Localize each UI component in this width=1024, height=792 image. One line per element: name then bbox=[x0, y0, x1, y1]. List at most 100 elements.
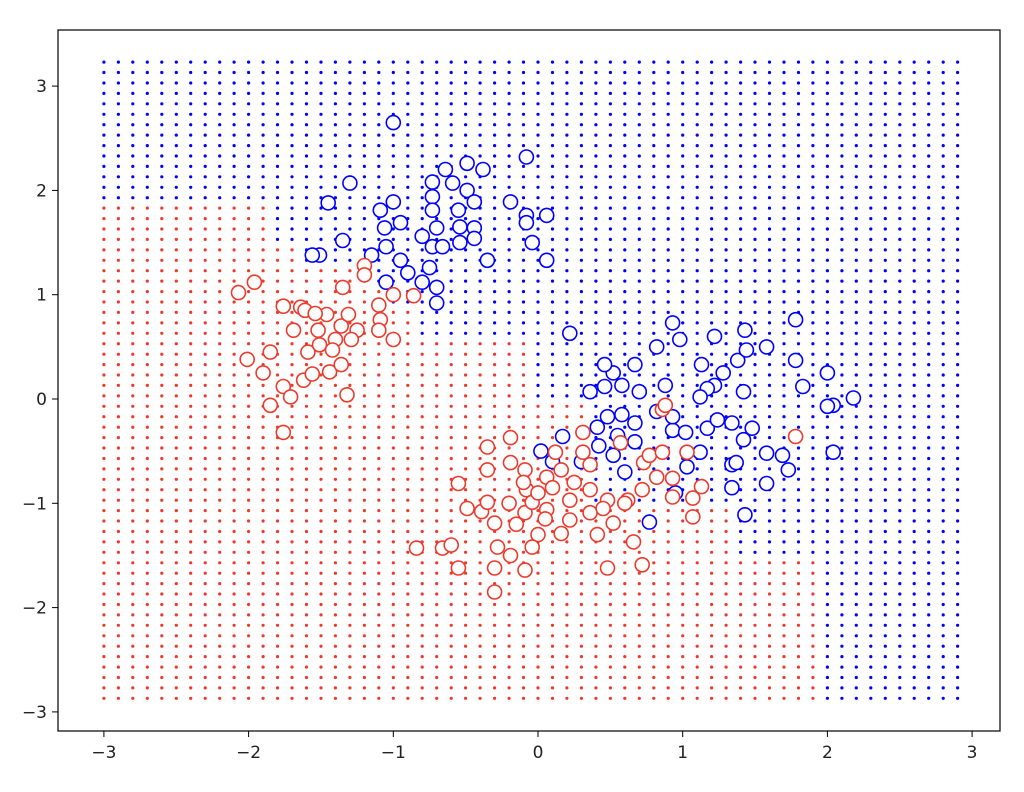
data-point-class-0 bbox=[533, 443, 549, 459]
grid-dot-class-1 bbox=[290, 373, 294, 377]
grid-dot-class-0 bbox=[825, 321, 830, 325]
grid-dot-class-1 bbox=[160, 613, 164, 617]
grid-dot-class-0 bbox=[695, 81, 699, 85]
grid-dot-class-0 bbox=[521, 310, 526, 314]
grid-dot-class-0 bbox=[521, 290, 526, 294]
grid-dot-class-0 bbox=[956, 456, 960, 461]
grid-dot-class-0 bbox=[724, 342, 728, 346]
grid-dot-class-0 bbox=[825, 91, 830, 95]
grid-dot-class-1 bbox=[174, 321, 178, 325]
grid-dot-class-1 bbox=[333, 561, 337, 565]
grid-dot-class-1 bbox=[333, 269, 337, 273]
grid-dot-class-1 bbox=[362, 571, 366, 575]
grid-dot-class-0 bbox=[406, 133, 410, 137]
grid-dot-class-0 bbox=[652, 394, 656, 398]
grid-dot-class-0 bbox=[637, 237, 641, 241]
grid-dot-class-0 bbox=[840, 227, 844, 231]
grid-dot-class-1 bbox=[102, 644, 106, 648]
grid-dot-class-1 bbox=[261, 634, 265, 638]
grid-dot-class-1 bbox=[406, 415, 410, 419]
grid-dot-class-0 bbox=[695, 185, 699, 189]
grid-dot-class-1 bbox=[275, 550, 280, 554]
grid-dot-class-0 bbox=[420, 310, 424, 314]
grid-dot-class-0 bbox=[753, 112, 757, 116]
grid-dot-class-0 bbox=[536, 248, 540, 252]
grid-dot-class-1 bbox=[116, 686, 120, 690]
grid-dot-class-1 bbox=[391, 467, 395, 471]
grid-dot-class-1 bbox=[203, 300, 207, 304]
grid-dot-class-0 bbox=[362, 185, 366, 189]
grid-dot-class-0 bbox=[710, 248, 714, 252]
grid-dot-class-1 bbox=[319, 446, 323, 450]
grid-dot-class-0 bbox=[232, 70, 236, 75]
grid-dot-class-0 bbox=[898, 488, 902, 492]
grid-dot-class-1 bbox=[406, 404, 410, 408]
grid-dot-class-1 bbox=[536, 675, 540, 680]
grid-dot-class-1 bbox=[189, 540, 193, 544]
grid-dot-class-1 bbox=[203, 467, 207, 471]
grid-dot-class-0 bbox=[883, 112, 887, 116]
grid-dot-class-1 bbox=[174, 394, 178, 398]
grid-dot-class-1 bbox=[550, 540, 555, 544]
grid-dot-class-1 bbox=[435, 571, 439, 575]
grid-dot-class-1 bbox=[304, 686, 309, 690]
grid-dot-class-0 bbox=[782, 123, 786, 127]
grid-dot-class-0 bbox=[883, 363, 887, 367]
grid-dot-class-0 bbox=[941, 655, 945, 659]
grid-dot-class-0 bbox=[406, 81, 410, 85]
grid-dot-class-1 bbox=[247, 290, 251, 294]
grid-dot-class-1 bbox=[565, 613, 569, 617]
grid-dot-class-1 bbox=[203, 352, 207, 356]
grid-dot-class-0 bbox=[710, 237, 714, 241]
grid-dot-class-0 bbox=[912, 592, 916, 596]
grid-dot-class-0 bbox=[666, 279, 670, 283]
grid-dot-class-1 bbox=[348, 498, 352, 502]
grid-dot-class-0 bbox=[594, 185, 598, 189]
grid-dot-class-1 bbox=[116, 592, 120, 596]
grid-dot-class-0 bbox=[796, 123, 801, 127]
grid-dot-class-1 bbox=[131, 394, 135, 398]
grid-dot-class-0 bbox=[550, 383, 555, 387]
grid-dot-class-1 bbox=[391, 582, 395, 586]
grid-dot-class-0 bbox=[275, 164, 280, 168]
grid-dot-class-0 bbox=[753, 363, 757, 367]
grid-dot-class-0 bbox=[739, 540, 743, 544]
grid-dot-class-0 bbox=[681, 60, 685, 64]
grid-dot-class-1 bbox=[348, 613, 352, 617]
grid-dot-class-1 bbox=[174, 550, 178, 554]
grid-dot-class-1 bbox=[261, 206, 265, 210]
grid-dot-class-0 bbox=[767, 206, 772, 210]
grid-dot-class-1 bbox=[362, 644, 366, 648]
data-point-class-0 bbox=[320, 195, 337, 211]
grid-dot-class-0 bbox=[579, 102, 584, 106]
grid-dot-class-0 bbox=[362, 144, 366, 148]
grid-dot-class-0 bbox=[594, 415, 598, 419]
grid-dot-class-1 bbox=[507, 696, 511, 700]
grid-dot-class-0 bbox=[840, 164, 844, 168]
grid-dot-class-1 bbox=[449, 686, 453, 690]
grid-dot-class-1 bbox=[362, 509, 366, 513]
grid-dot-class-1 bbox=[304, 634, 309, 638]
grid-dot-class-1 bbox=[724, 519, 728, 523]
grid-dot-class-0 bbox=[739, 425, 743, 429]
grid-dot-class-1 bbox=[275, 592, 280, 596]
grid-dot-class-1 bbox=[739, 634, 743, 638]
grid-dot-class-1 bbox=[406, 498, 410, 502]
grid-dot-class-0 bbox=[464, 175, 468, 179]
grid-dot-class-0 bbox=[941, 248, 945, 252]
grid-dot-class-0 bbox=[652, 133, 656, 137]
grid-dot-class-0 bbox=[623, 488, 627, 492]
grid-dot-class-0 bbox=[579, 60, 584, 64]
grid-dot-class-0 bbox=[579, 206, 584, 210]
grid-dot-class-1 bbox=[579, 540, 584, 544]
grid-dot-class-0 bbox=[550, 91, 555, 95]
grid-dot-class-1 bbox=[536, 665, 540, 669]
grid-dot-class-0 bbox=[883, 300, 887, 304]
grid-dot-class-0 bbox=[767, 331, 772, 335]
grid-dot-class-1 bbox=[666, 519, 670, 523]
grid-dot-class-0 bbox=[825, 436, 830, 440]
grid-dot-class-1 bbox=[406, 331, 410, 335]
grid-dot-class-0 bbox=[174, 91, 178, 95]
grid-dot-class-0 bbox=[536, 258, 540, 262]
grid-dot-class-1 bbox=[333, 279, 337, 283]
